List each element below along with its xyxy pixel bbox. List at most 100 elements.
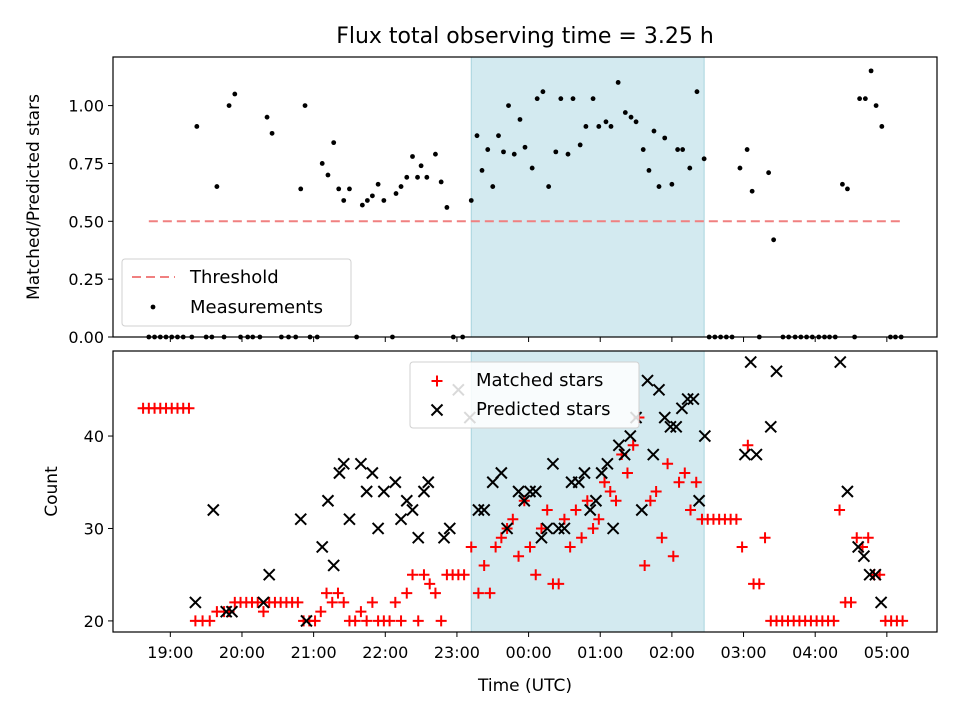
- matched-star-point: [581, 495, 593, 507]
- matched-star-point: [321, 587, 333, 599]
- measurement-point: [534, 96, 540, 102]
- matched-legend-label: Matched stars: [476, 370, 603, 391]
- matched-star-point: [204, 615, 216, 627]
- predicted-star-point: [841, 485, 854, 498]
- predicted-star-point: [558, 522, 571, 535]
- count-legend: Matched stars Predicted stars: [409, 361, 640, 429]
- matched-star-point: [424, 578, 436, 590]
- measurement-point: [496, 133, 501, 139]
- time-x-axis-label: Time (UTC): [477, 676, 572, 696]
- matched-star-point: [553, 578, 565, 590]
- measurement-point: [298, 186, 304, 192]
- predicted-star-point: [624, 429, 637, 443]
- predicted-star-point: [512, 485, 525, 498]
- measurement-point: [194, 124, 200, 129]
- matched-star-point: [472, 587, 484, 599]
- matched-star-point: [627, 439, 639, 451]
- predicted-star-point: [572, 476, 585, 489]
- ratio-y-tick-label: 1.00: [68, 97, 104, 116]
- chart-title: Flux total observing time = 3.25 h: [336, 24, 714, 49]
- matched-star-point: [662, 458, 674, 470]
- predicted-star-point: [389, 476, 402, 489]
- predicted-star-point: [321, 494, 335, 507]
- measurement-point: [596, 124, 602, 129]
- time-x-ticks: 19:00 20:00 21:00 22:00 23:00 00:00 01:00 02:00…: [147, 632, 910, 662]
- time-x-tick-label: 00:00: [506, 643, 552, 662]
- measurement-point: [398, 184, 404, 189]
- matched-star-point: [315, 606, 327, 618]
- measurement-point: [577, 142, 583, 148]
- measurement-point: [749, 188, 755, 194]
- measurement-point: [540, 89, 546, 95]
- predicted-star-point: [300, 614, 313, 628]
- predicted-star-point: [681, 392, 694, 406]
- predicted-star-point: [257, 596, 270, 609]
- predicted-star-point: [371, 522, 385, 535]
- predicted-star-point: [477, 503, 491, 517]
- predicted-star-point: [698, 429, 712, 443]
- predicted-star-point: [552, 522, 565, 535]
- measurement-point: [546, 184, 552, 189]
- predicted-star-point: [394, 513, 408, 526]
- predicted-star-point: [333, 466, 346, 480]
- predicted-star-point: [437, 531, 451, 544]
- predicted-star-point: [546, 457, 560, 470]
- predicted-star-point: [652, 383, 666, 397]
- predicted-star-point: [578, 466, 591, 480]
- matched-star-point: [484, 587, 496, 599]
- matched-star-point: [407, 569, 419, 581]
- predicted-star-point: [535, 531, 548, 544]
- matched-star-point: [513, 550, 525, 562]
- count-y-tick-label: 40: [84, 427, 104, 446]
- measurement-point: [415, 174, 420, 180]
- count-y-tick-label: 20: [84, 612, 104, 631]
- measurement-point: [522, 144, 528, 150]
- measurement-point: [264, 114, 270, 120]
- measurement-point: [694, 89, 700, 95]
- predicted-star-point: [400, 494, 413, 507]
- matched-star-point: [435, 615, 447, 627]
- measurement-point: [444, 205, 450, 210]
- matched-star-point: [558, 513, 570, 525]
- measurement-point: [701, 156, 707, 162]
- matched-star-point: [639, 559, 651, 571]
- matched-star-point: [862, 532, 874, 544]
- measurement-point: [687, 165, 693, 171]
- predicted-star-point: [316, 540, 329, 554]
- predicted-star-point: [189, 596, 202, 609]
- matched-star-point: [753, 578, 765, 590]
- matched-star-point: [667, 550, 679, 562]
- predicted-star-point: [606, 522, 620, 535]
- measurement-point: [675, 147, 681, 152]
- predicted-star-point: [495, 466, 508, 480]
- predicted-star-point: [443, 522, 456, 535]
- predicted-star-point: [360, 485, 373, 498]
- measurement-point: [558, 96, 564, 102]
- matched-star-points: [137, 402, 909, 627]
- measurement-point: [393, 191, 399, 196]
- count-plot-frame: [112, 350, 938, 633]
- matched-star-point: [412, 615, 424, 627]
- predicted-star-point: [500, 522, 514, 535]
- matched-star-point: [429, 587, 441, 599]
- matched-star-point: [490, 541, 502, 553]
- measurement-point: [517, 117, 523, 122]
- predicted-star-point: [523, 485, 537, 498]
- matched-star-point: [679, 467, 691, 479]
- measurement-point: [529, 165, 535, 171]
- predicted-star-point: [641, 374, 654, 387]
- predicted-star-point: [647, 448, 660, 461]
- measurement-point: [879, 124, 885, 129]
- predicted-star-point: [422, 476, 435, 489]
- predicted-star-point: [664, 420, 677, 434]
- threshold-legend-label: Threshold: [189, 267, 279, 288]
- measurement-point: [608, 124, 614, 129]
- measurement-point: [214, 184, 220, 189]
- matched-star-point: [292, 596, 304, 608]
- measurement-point: [485, 147, 491, 152]
- measurement-point: [479, 167, 485, 173]
- measurement-point: [646, 167, 652, 173]
- predicted-star-point: [744, 355, 757, 369]
- measurement-point: [603, 119, 609, 125]
- predicted-star-point: [851, 540, 865, 554]
